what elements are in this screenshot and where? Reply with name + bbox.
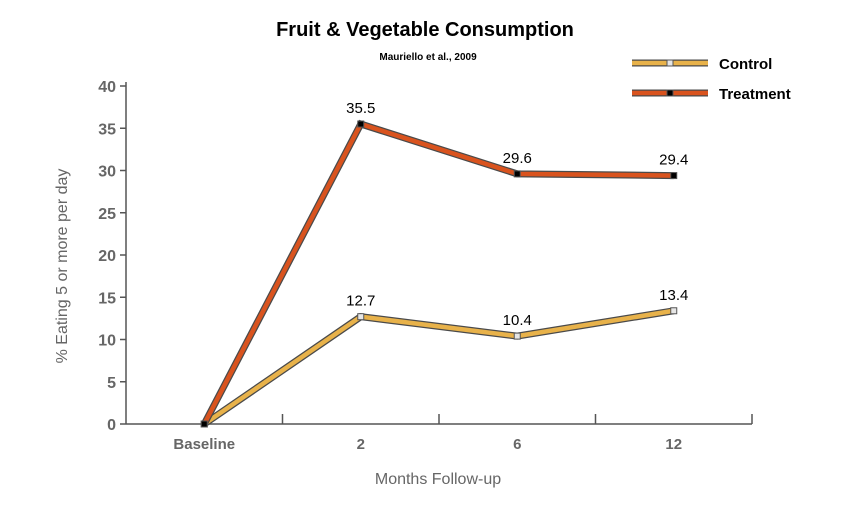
legend-item-treatment: Treatment bbox=[632, 86, 791, 103]
tick-labels: 0 5 10 15 20 25 30 35 40 Baseline 2 6 12 bbox=[98, 79, 682, 453]
y-tick-label: 30 bbox=[98, 164, 116, 181]
series-control bbox=[200, 307, 678, 428]
y-tick-label: 40 bbox=[98, 79, 116, 96]
legend: Control Treatment bbox=[632, 56, 791, 103]
x-tick-label: 6 bbox=[513, 436, 521, 453]
series-line bbox=[202, 308, 675, 426]
series-treatment bbox=[200, 119, 678, 428]
data-point bbox=[357, 313, 365, 321]
data-point bbox=[513, 170, 521, 178]
series-line bbox=[202, 121, 674, 426]
data-label: 13.4 bbox=[659, 287, 688, 304]
data-label: 10.4 bbox=[503, 312, 532, 329]
y-tick-label: 20 bbox=[98, 248, 116, 265]
x-tick-label: 12 bbox=[665, 436, 682, 453]
data-label: 35.5 bbox=[346, 100, 375, 117]
chart-subtitle: Mauriello et al., 2009 bbox=[379, 52, 477, 63]
y-tick-label: 5 bbox=[107, 375, 116, 392]
data-label: 29.4 bbox=[659, 152, 688, 169]
series-layer bbox=[200, 119, 678, 428]
legend-label: Treatment bbox=[719, 86, 791, 103]
legend-item-control: Control bbox=[632, 56, 772, 73]
data-label: 12.7 bbox=[346, 293, 375, 310]
y-tick-label: 25 bbox=[98, 206, 116, 223]
data-label: 29.6 bbox=[503, 150, 532, 167]
data-point bbox=[513, 332, 521, 340]
legend-label: Control bbox=[719, 56, 772, 73]
x-axis-label: Months Follow-up bbox=[375, 471, 501, 488]
y-tick-label: 35 bbox=[98, 121, 116, 138]
data-point bbox=[200, 420, 208, 428]
x-tick-label: Baseline bbox=[173, 436, 235, 453]
data-point bbox=[670, 307, 678, 315]
chart-title: Fruit & Vegetable Consumption bbox=[276, 19, 574, 41]
data-point bbox=[670, 172, 678, 180]
axes bbox=[120, 82, 753, 425]
y-axis-label: % Eating 5 or more per day bbox=[54, 169, 71, 364]
legend-marker bbox=[666, 59, 674, 67]
data-labels: 12.7 10.4 13.4 35.5 29.6 29.4 bbox=[346, 100, 688, 329]
y-tick-label: 0 bbox=[107, 417, 116, 434]
x-tick-label: 2 bbox=[357, 436, 365, 453]
data-point bbox=[357, 120, 365, 128]
y-tick-label: 10 bbox=[98, 333, 116, 350]
y-tick-label: 15 bbox=[98, 290, 116, 307]
legend-marker bbox=[666, 89, 674, 97]
